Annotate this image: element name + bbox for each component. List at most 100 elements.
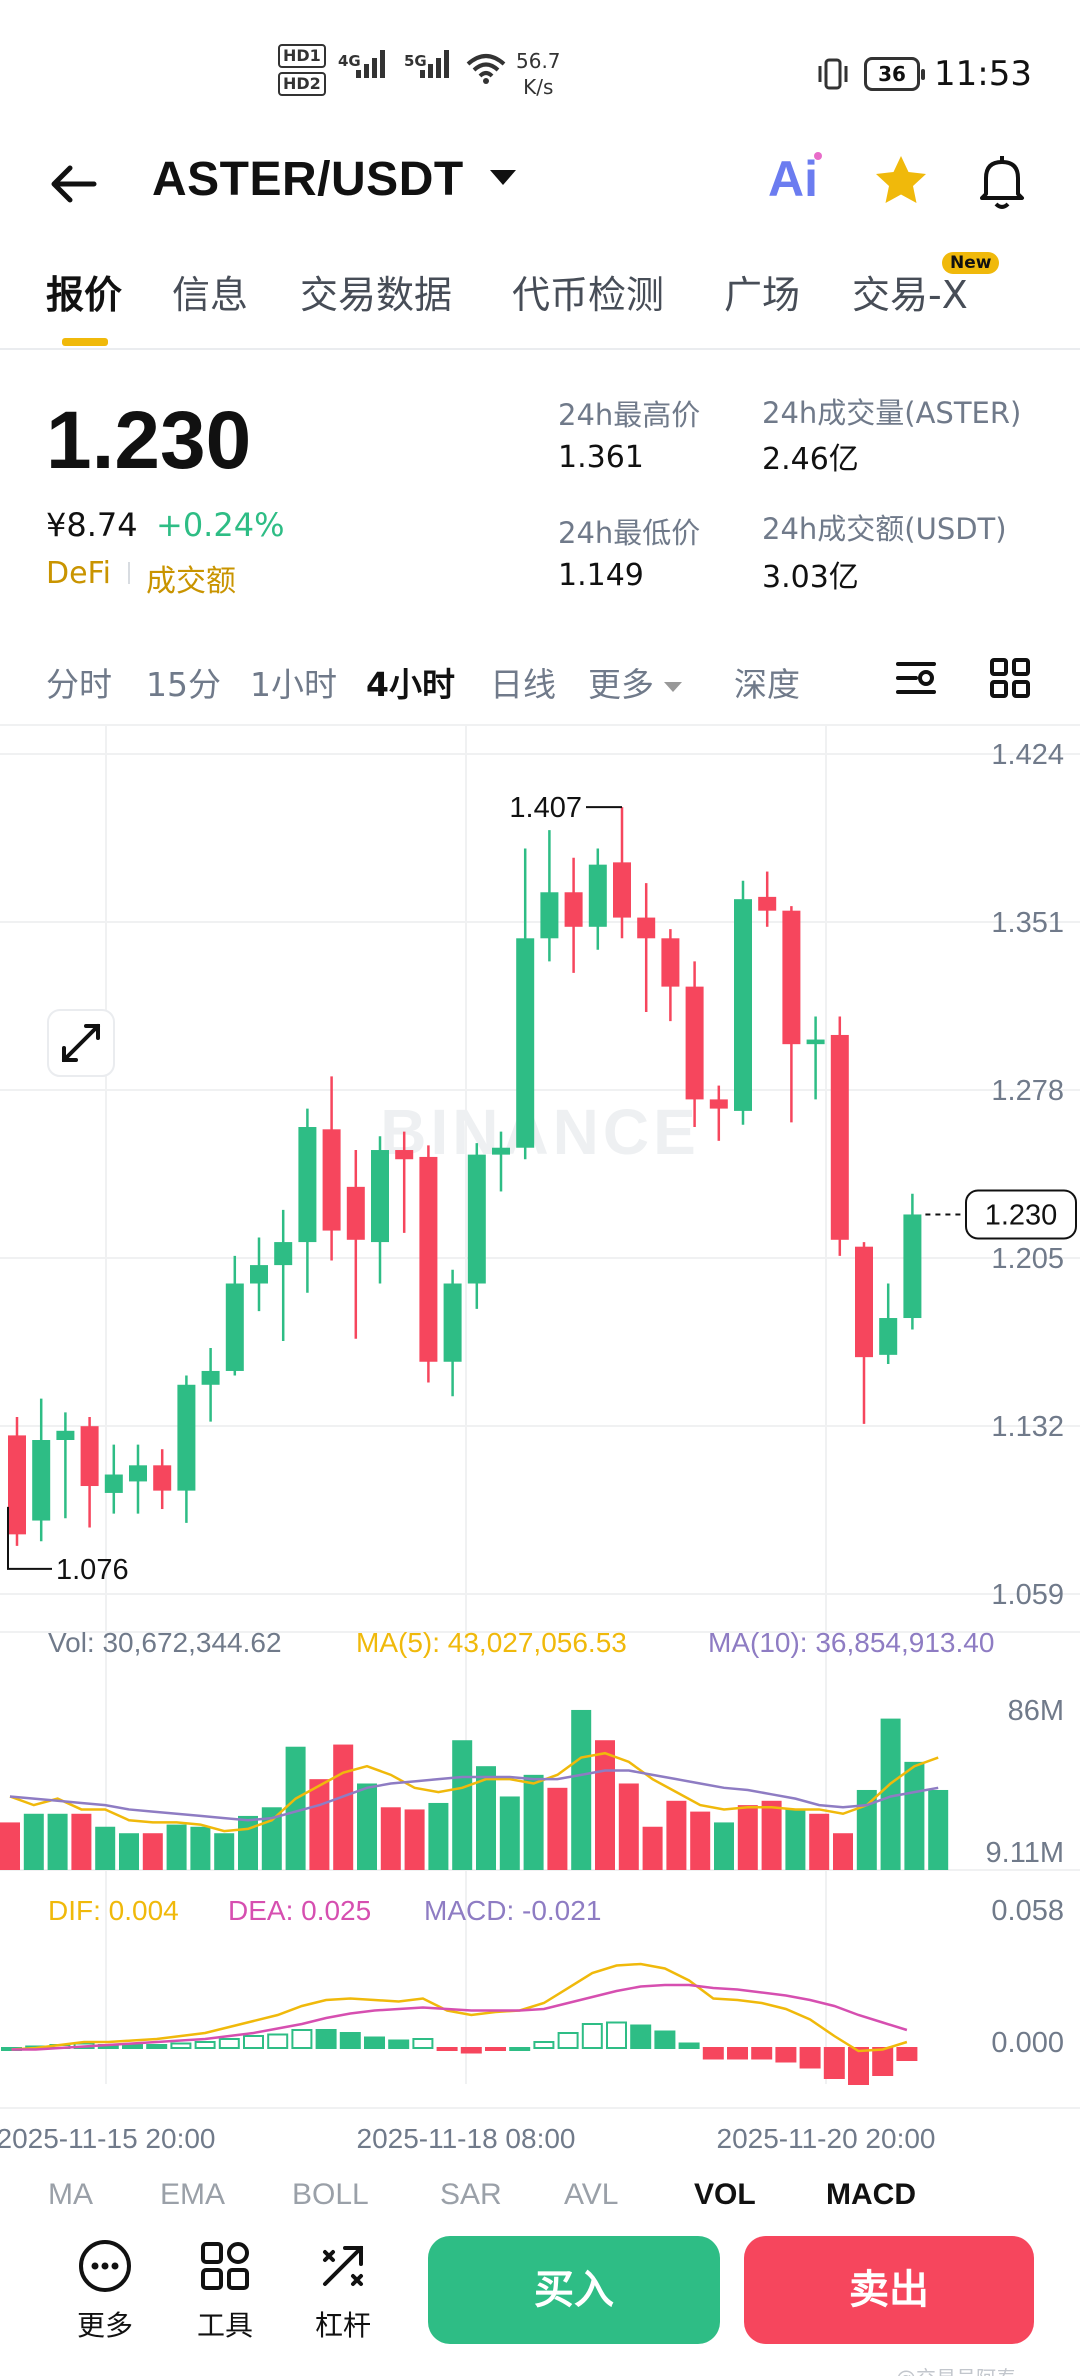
volume-bar: [71, 1813, 92, 1870]
tab-token-check[interactable]: 代币检测: [512, 273, 665, 317]
macd-histogram-bar: [799, 2047, 821, 2069]
indicator-vol[interactable]: VOL: [694, 2178, 756, 2206]
tag-turnover[interactable]: 成交额: [146, 564, 236, 599]
fullscreen-expand-icon[interactable]: [46, 1008, 116, 1078]
low-annotation: 1.076: [56, 1554, 129, 1586]
current-price-tag-box: [965, 1189, 1077, 1240]
macd-histogram-bar: [315, 2029, 337, 2049]
high-24h-label: 24h最高价: [558, 398, 701, 432]
volume-bar: [309, 1779, 330, 1870]
macd-histogram-bar: [388, 2039, 410, 2049]
volume-bar: [761, 1800, 782, 1870]
candle-body: [685, 986, 704, 1100]
macd-axis-zero: 0.000: [991, 2027, 1064, 2059]
volume-bar: [476, 1766, 496, 1870]
candle-body: [153, 1465, 172, 1491]
interval-bar: 分时 15分 1小时 4小时 日线 更多 深度: [0, 652, 1080, 716]
tag-defi[interactable]: DeFi: [46, 556, 111, 591]
volume-bar: [23, 1813, 44, 1870]
interval-1d[interactable]: 日线: [490, 665, 556, 704]
candle-body: [879, 1318, 898, 1355]
interval-line[interactable]: 分时: [46, 665, 112, 704]
kline-chart[interactable]: BINANCE 1.424 1.351 1.278 1.205 1.132 1.059 1.…: [0, 726, 1080, 2170]
interval-4h[interactable]: 4小时: [366, 665, 455, 704]
candle-body: [564, 892, 583, 927]
depth-tab[interactable]: 深度: [734, 665, 800, 704]
volume-bar: [523, 1774, 544, 1870]
indicator-boll[interactable]: BOLL: [292, 2178, 369, 2206]
more-button[interactable]: 更多: [60, 2238, 150, 2344]
macd-histogram-bar: [630, 2024, 652, 2049]
tab-trading-data[interactable]: 交易数据: [300, 273, 453, 317]
macd-histogram-bar: [412, 2038, 434, 2049]
tab-square[interactable]: 广场: [724, 273, 801, 317]
candle-body: [371, 1150, 389, 1243]
wifi-icon: [466, 54, 506, 84]
interval-15m[interactable]: 15分: [146, 665, 221, 704]
author-watermark: @交易员阿泰: [896, 2362, 1016, 2376]
indicator-sar[interactable]: SAR: [440, 2178, 502, 2206]
kline-chart-svg[interactable]: BINANCE 1.424 1.351 1.278 1.205 1.132 1.059 1.…: [0, 726, 1080, 2170]
pair-title[interactable]: ASTER/USDT: [152, 153, 464, 206]
volume-bar: [642, 1826, 663, 1870]
interval-1h[interactable]: 1小时: [250, 665, 337, 704]
volume-bar: [714, 1822, 734, 1870]
ai-assistant-button[interactable]: Ai: [768, 150, 822, 208]
macd-histogram-bar: [727, 2047, 748, 2060]
volume-axis-bottom: 9.11M: [986, 1837, 1064, 1869]
indicator-avl[interactable]: AVL: [564, 2178, 619, 2206]
candle-body: [56, 1430, 75, 1440]
volume-bar: [499, 1796, 520, 1870]
buy-button[interactable]: 买入: [428, 2236, 720, 2344]
price-axis-tick: 1.424: [991, 739, 1064, 771]
macd-dif-label: DIF: 0.004: [48, 1895, 179, 1926]
indicator-macd[interactable]: MACD: [826, 2178, 916, 2206]
macd-dif-line: [11, 1962, 908, 2053]
candle-body: [637, 917, 656, 939]
volume-bar: [190, 1826, 211, 1870]
macd-histogram-bar: [243, 2035, 264, 2049]
binance-watermark: BINANCE: [380, 1096, 700, 1168]
volume-bar: [404, 1809, 425, 1870]
volume-bar: [166, 1824, 187, 1870]
active-tab-indicator: [62, 338, 108, 346]
volume-ma10-label: MA(10): 36,854,913.40: [708, 1627, 994, 1658]
tab-info[interactable]: 信息: [172, 273, 249, 317]
macd-histogram-bar: [533, 2041, 555, 2049]
macd-histogram-bar: [509, 2047, 531, 2051]
volume-bar: [595, 1740, 615, 1870]
candle-body: [492, 1147, 510, 1155]
header: ASTER/USDT Ai: [0, 140, 1080, 222]
leverage-button[interactable]: 杠杆: [298, 2238, 388, 2344]
back-arrow-icon[interactable]: [44, 154, 104, 214]
candle-body: [830, 1034, 849, 1240]
macd-histogram-bar: [170, 2042, 192, 2049]
tab-trade-x[interactable]: 交易-X: [852, 273, 968, 317]
notification-bell-icon[interactable]: [974, 152, 1030, 212]
favorite-star-icon[interactable]: [872, 152, 930, 210]
macd-histogram-bar: [146, 2044, 168, 2049]
volume-bar: [737, 1805, 758, 1870]
layout-grid-icon[interactable]: [988, 656, 1032, 700]
candle-body: [104, 1474, 123, 1493]
macd-histogram-bar: [460, 2047, 482, 2054]
volume-bar: [928, 1789, 949, 1870]
time-axis-label: 2025-11-18 08:00: [357, 2123, 576, 2154]
macd-histogram-bar: [606, 2021, 627, 2049]
battery-icon: 36: [864, 57, 926, 91]
tab-quote[interactable]: 报价: [46, 273, 123, 317]
tools-button[interactable]: 工具: [180, 2238, 270, 2344]
macd-histogram-bar: [823, 2047, 845, 2079]
candle-body: [322, 1129, 341, 1231]
indicator-ma[interactable]: MA: [48, 2178, 93, 2206]
indicator-ema[interactable]: EMA: [160, 2178, 226, 2206]
tag-separator: [128, 562, 130, 584]
pair-dropdown-caret-icon[interactable]: [490, 170, 516, 185]
interval-more[interactable]: 更多: [588, 658, 682, 706]
volume-bar: [571, 1709, 592, 1870]
cny-price: ¥8.74: [46, 506, 138, 544]
chart-settings-icon[interactable]: [894, 656, 938, 700]
volume-ma5-label: MA(5): 43,027,056.53: [356, 1627, 627, 1658]
sell-button[interactable]: 卖出: [744, 2236, 1034, 2344]
volume-bar: [809, 1813, 830, 1870]
